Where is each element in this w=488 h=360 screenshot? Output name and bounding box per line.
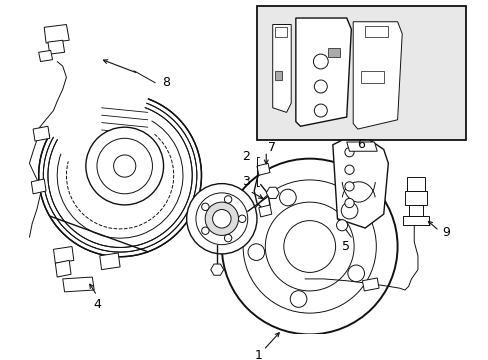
Polygon shape [100, 253, 120, 270]
Circle shape [344, 182, 353, 191]
Polygon shape [362, 278, 378, 291]
Text: 3: 3 [241, 175, 249, 188]
Circle shape [238, 215, 245, 222]
Circle shape [336, 220, 347, 231]
Polygon shape [272, 24, 291, 112]
Polygon shape [258, 205, 271, 217]
Circle shape [113, 155, 136, 177]
Polygon shape [210, 264, 223, 275]
Text: 2: 2 [241, 150, 249, 163]
Circle shape [344, 148, 353, 157]
Circle shape [344, 165, 353, 174]
Circle shape [86, 127, 163, 205]
Polygon shape [39, 50, 52, 62]
Polygon shape [55, 260, 71, 277]
Text: 4: 4 [93, 298, 101, 311]
Circle shape [314, 80, 326, 93]
Text: 8: 8 [162, 76, 169, 89]
Circle shape [283, 221, 335, 273]
Circle shape [205, 202, 238, 235]
Polygon shape [44, 24, 69, 43]
Polygon shape [53, 247, 74, 263]
Circle shape [97, 138, 152, 194]
Circle shape [212, 210, 231, 228]
Text: 6: 6 [356, 138, 364, 151]
Circle shape [341, 202, 357, 219]
Polygon shape [275, 71, 282, 80]
Circle shape [201, 203, 209, 211]
Bar [257, 6, 465, 140]
Polygon shape [265, 187, 279, 198]
Polygon shape [346, 142, 376, 151]
Polygon shape [48, 40, 64, 54]
Circle shape [186, 184, 257, 254]
Polygon shape [275, 27, 286, 37]
Circle shape [313, 54, 327, 69]
Polygon shape [352, 22, 402, 129]
Text: 1: 1 [254, 349, 262, 360]
Polygon shape [406, 177, 425, 191]
Circle shape [290, 291, 306, 307]
Circle shape [224, 234, 231, 242]
Circle shape [243, 180, 376, 313]
Polygon shape [365, 26, 387, 37]
Polygon shape [62, 277, 94, 292]
Polygon shape [360, 71, 383, 83]
Circle shape [201, 227, 209, 234]
Polygon shape [31, 179, 46, 194]
Text: 7: 7 [267, 141, 276, 154]
Circle shape [224, 196, 231, 203]
Circle shape [247, 244, 264, 260]
Polygon shape [408, 205, 423, 216]
Polygon shape [327, 48, 340, 57]
Circle shape [196, 193, 247, 245]
Polygon shape [257, 163, 269, 175]
Circle shape [344, 198, 353, 208]
Circle shape [314, 104, 326, 117]
Polygon shape [295, 18, 350, 126]
Circle shape [222, 159, 397, 334]
Polygon shape [332, 140, 387, 228]
Text: 9: 9 [441, 226, 449, 239]
Polygon shape [402, 216, 428, 225]
Polygon shape [49, 175, 148, 257]
Circle shape [279, 189, 296, 206]
Polygon shape [33, 126, 50, 141]
Circle shape [265, 202, 353, 291]
Circle shape [347, 265, 364, 282]
Polygon shape [404, 191, 427, 205]
Text: 5: 5 [342, 240, 349, 253]
